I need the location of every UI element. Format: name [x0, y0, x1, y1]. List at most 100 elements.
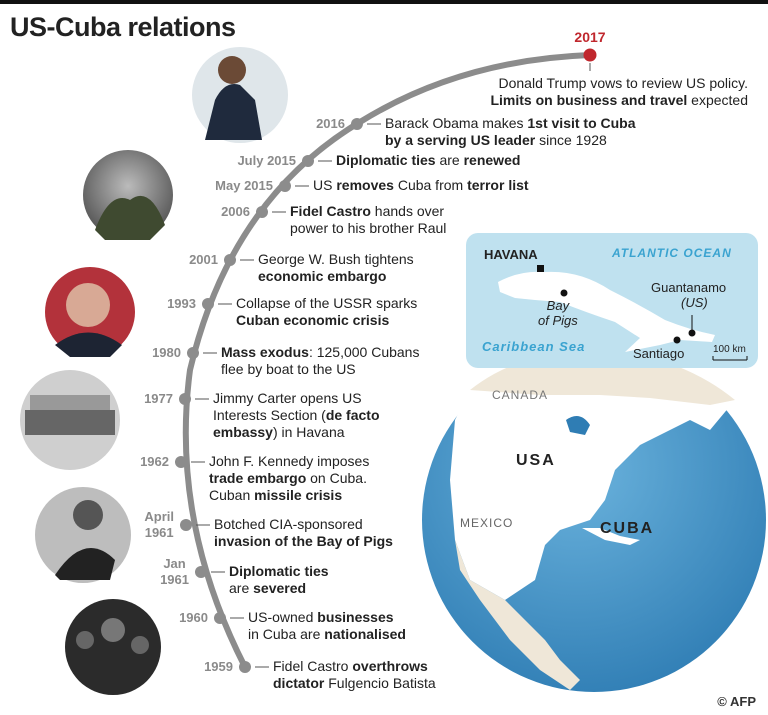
event-year: 2006 [221, 204, 250, 219]
event-text: : 125,000 Cubans [308, 344, 420, 360]
event-text-bold: dictator [273, 675, 325, 691]
event-text-bold: economic embargo [258, 268, 387, 284]
event-description: John F. Kennedy imposes trade embargo on … [209, 453, 369, 504]
event-text: Cuba from [393, 177, 468, 193]
event-year: 1959 [204, 659, 233, 674]
event-year: 1962 [140, 454, 169, 469]
event-text-bold: trade embargo [209, 470, 307, 486]
timeline-dot [180, 519, 192, 531]
label-mexico: MEXICO [460, 516, 514, 530]
event-text-bold: by a serving US leader [385, 132, 536, 148]
event-text: Donald Trump vows to review US policy. [498, 75, 749, 91]
event-text: George W. Bush tightens [258, 251, 414, 267]
event-description: Diplomatic ties are renewed [336, 152, 520, 169]
timeline-dot [214, 612, 226, 624]
event-text: Jimmy Carter opens US [213, 390, 362, 406]
event-text: hands over [370, 203, 445, 219]
timeline-dot [224, 254, 236, 266]
label-bay-of-pigs: Bay of Pigs [538, 298, 578, 328]
event-text-bold: Cuban economic crisis [236, 312, 390, 328]
event-year: July 2015 [237, 153, 296, 168]
event-text: in Cuba are [248, 626, 325, 642]
inset-map [466, 233, 758, 368]
event-text-bold: de facto [325, 407, 380, 423]
event-text-bold: severed [253, 580, 307, 596]
event-text: Barack Obama makes [385, 115, 528, 131]
event-year: 2016 [316, 116, 345, 131]
event-description: Donald Trump vows to review US policy. Li… [490, 75, 748, 109]
label-havana: HAVANA [484, 247, 538, 262]
timeline-dot [195, 566, 207, 578]
event-text-bold: Diplomatic ties [229, 563, 329, 579]
timeline-dot [175, 456, 187, 468]
label-usa: USA [516, 452, 556, 469]
label-guantanamo: Guantanamo [651, 280, 727, 295]
event-year: 2017 [574, 29, 606, 45]
photo-obama-castro [192, 47, 288, 143]
page-title: US-Cuba relations [10, 12, 236, 42]
event-year: 1993 [167, 296, 196, 311]
label-cuba: CUBA [600, 520, 655, 537]
event-text-bold: renewed [463, 152, 521, 168]
event-description: Diplomatic ties are severed [229, 563, 329, 597]
event-year: 1980 [152, 345, 181, 360]
event-year: 1960 [179, 610, 208, 625]
event-text: since 1928 [535, 132, 607, 148]
event-text: on Cuba. [306, 470, 367, 486]
timeline-dot [187, 347, 199, 359]
event-text-bold: terror list [467, 177, 529, 193]
photo-castros [83, 150, 173, 240]
event-text-bold: invasion of the Bay of Pigs [214, 533, 393, 549]
event-text-bold: missile crisis [254, 487, 343, 503]
event-text: Botched CIA-sponsored [214, 516, 363, 532]
event-text-bold: Fidel Castro [290, 203, 371, 219]
event-text: US [313, 177, 337, 193]
event-text: Cuban [209, 487, 255, 503]
event-year: 2001 [189, 252, 218, 267]
event-text-bold: nationalised [324, 626, 406, 642]
timeline-dot [302, 155, 314, 167]
photo-boat-exodus [20, 370, 120, 470]
photo-bush [45, 267, 135, 357]
timeline-dot [256, 206, 268, 218]
photo-kennedy [35, 487, 131, 583]
photo-castro-1959 [65, 599, 161, 695]
event-description: Jimmy Carter opens US Interests Section (… [213, 390, 380, 441]
event-description: Fidel Castro hands over power to his brot… [290, 203, 446, 237]
event-text-bold: overthrows [352, 658, 428, 674]
afp-credit: © AFP [717, 694, 756, 709]
event-text-bold: 1st visit to Cuba [527, 115, 636, 131]
label-santiago: Santiago [633, 346, 685, 361]
timeline-arc [182, 52, 593, 670]
event-description: Fidel Castro overthrows dictator Fulgenci… [273, 658, 436, 692]
timeline-dot [583, 48, 597, 62]
event-description: Botched CIA-sponsored invasion of the Bay… [214, 516, 393, 550]
event-year: Jan 1961 [160, 556, 189, 587]
event-text-bold: Diplomatic ties [336, 152, 436, 168]
event-text: are [229, 580, 254, 596]
timeline-dot [202, 298, 214, 310]
event-description: US-owned businesses in Cuba are nationali… [248, 609, 406, 643]
event-text: Fidel Castro [273, 658, 353, 674]
event-year: 1977 [144, 391, 173, 406]
event-text: ) in Havana [272, 424, 345, 440]
event-text: flee by boat to the US [221, 361, 356, 377]
event-text: Collapse of the USSR sparks [236, 295, 418, 311]
event-text-bold: embassy [213, 424, 273, 440]
event-description: Barack Obama makes 1st visit to Cuba by a… [385, 115, 636, 149]
label-guantanamo-us: (US) [681, 295, 708, 310]
event-description: US removes Cuba from terror list [313, 177, 529, 194]
event-text: John F. Kennedy imposes [209, 453, 370, 469]
label-canada: CANADA [492, 388, 549, 402]
event-text: expected [687, 92, 748, 108]
event-text-bold: businesses [317, 609, 394, 625]
timeline-dot [179, 393, 191, 405]
event-text-bold: Mass exodus [221, 344, 309, 360]
label-caribbean-sea: Caribbean Sea [482, 339, 586, 354]
event-description: Collapse of the USSR sparks Cuban economi… [236, 295, 417, 329]
event-text-bold: removes [336, 177, 394, 193]
event-description: George W. Bush tightens economic embargo [258, 251, 414, 285]
timeline-dot [279, 180, 291, 192]
label-atlantic-ocean: ATLANTIC OCEAN [612, 246, 732, 260]
